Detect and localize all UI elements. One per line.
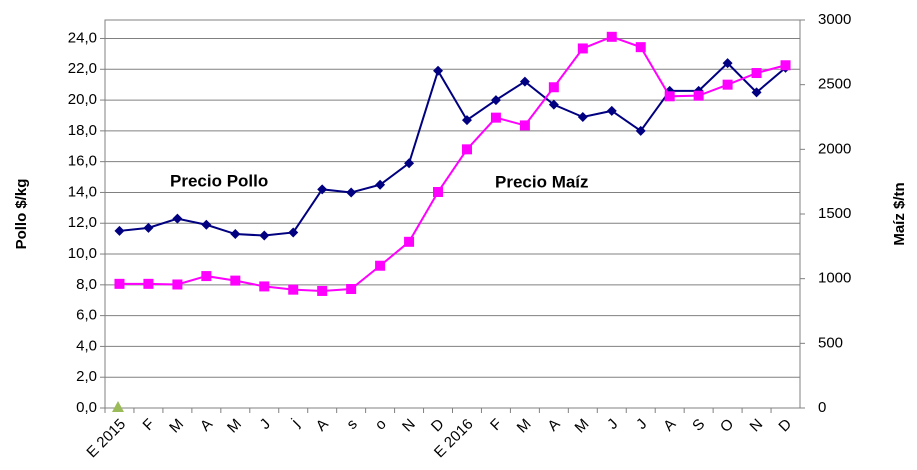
marker <box>259 230 270 241</box>
marker <box>201 219 212 230</box>
marker <box>114 278 125 289</box>
y-tick-label: 10,0 <box>68 245 97 262</box>
y2-tick-label: 3000 <box>818 11 851 28</box>
marker <box>751 87 762 98</box>
marker <box>346 187 357 198</box>
x-tick-label: E 2015 <box>83 416 129 462</box>
x-tick-label: F <box>140 416 159 435</box>
marker <box>375 179 386 190</box>
marker <box>172 213 183 224</box>
y-tick-label: 0,0 <box>76 399 97 416</box>
y2-tick-label: 1000 <box>818 270 851 287</box>
y-tick-label: 4,0 <box>76 337 97 354</box>
marker <box>375 260 386 271</box>
x-tick-label: N <box>399 416 419 436</box>
y-tick-label: 20,0 <box>68 91 97 108</box>
marker <box>404 158 415 169</box>
marker <box>693 90 704 101</box>
marker <box>519 76 530 87</box>
marker <box>404 236 415 247</box>
y-tick-label: 2,0 <box>76 368 97 385</box>
y2-tick-label: 2500 <box>818 76 851 93</box>
marker <box>577 43 588 54</box>
y-tick-label: 18,0 <box>68 122 97 139</box>
marker <box>433 187 444 198</box>
x-tick-label: A <box>197 416 216 435</box>
x-tick-label: F <box>487 416 506 435</box>
x-tick-label: J <box>604 416 621 433</box>
origin-marker <box>112 401 124 412</box>
marker <box>780 60 791 71</box>
marker <box>201 271 212 282</box>
plot-border <box>104 19 801 409</box>
marker <box>143 222 154 233</box>
y2-tick-label: 1500 <box>818 205 851 222</box>
y2-tick-label: 2000 <box>818 140 851 157</box>
marker <box>635 125 646 136</box>
x-tick-label: M <box>166 416 187 437</box>
annotation: Precio Maíz <box>495 172 589 191</box>
y2-tick-label: 500 <box>818 334 843 351</box>
marker <box>722 79 733 90</box>
marker <box>490 95 501 106</box>
annotation: Precio Pollo <box>170 171 268 190</box>
marker <box>548 99 559 110</box>
marker <box>288 227 299 238</box>
marker <box>461 144 472 155</box>
y-tick-label: 12,0 <box>68 214 97 231</box>
marker <box>230 229 241 240</box>
x-tick-label: J <box>257 416 274 433</box>
x-tick-label: D <box>428 416 448 436</box>
y-tick-label: 14,0 <box>68 183 97 200</box>
series-line <box>119 35 786 292</box>
marker <box>317 285 328 296</box>
y-tick-label: 16,0 <box>68 153 97 170</box>
x-tick-label: j <box>288 416 303 431</box>
y-tick-label: 24,0 <box>68 29 97 46</box>
x-tick-label: M <box>572 416 593 437</box>
marker <box>259 281 270 292</box>
marker <box>143 278 154 289</box>
y2-tick-label: 0 <box>818 399 826 416</box>
marker <box>664 91 675 102</box>
marker <box>433 65 444 76</box>
x-tick-label: s <box>343 416 360 433</box>
x-tick-label: o <box>372 416 390 434</box>
y-tick-label: 6,0 <box>76 307 97 324</box>
marker <box>346 284 357 295</box>
y-axis-label: Pollo $/kg <box>13 179 30 250</box>
x-tick-label: A <box>313 416 332 435</box>
marker <box>461 115 472 126</box>
x-tick-label: S <box>689 416 708 435</box>
marker <box>490 112 501 123</box>
x-tick-label: A <box>660 416 679 435</box>
marker <box>230 275 241 286</box>
x-tick-label: O <box>717 416 737 436</box>
y2-axis-label: Maíz $/tn <box>891 182 908 245</box>
marker <box>606 31 617 42</box>
x-tick-label: M <box>514 416 535 437</box>
marker <box>577 112 588 122</box>
marker <box>519 120 530 131</box>
x-tick-label: J <box>633 416 650 433</box>
marker <box>172 279 183 290</box>
marker <box>288 284 299 295</box>
x-tick-label: M <box>224 416 245 437</box>
marker <box>722 58 733 69</box>
x-tick-label: A <box>544 416 563 435</box>
marker <box>114 225 125 236</box>
series-line <box>119 61 787 237</box>
x-tick-label: D <box>775 416 795 436</box>
y-tick-label: 8,0 <box>76 276 97 293</box>
marker <box>751 68 762 79</box>
marker <box>635 42 646 53</box>
y-tick-label: 22,0 <box>68 60 97 77</box>
marker <box>317 184 328 195</box>
marker <box>606 105 617 116</box>
x-tick-label: N <box>747 416 767 436</box>
marker <box>548 82 559 93</box>
